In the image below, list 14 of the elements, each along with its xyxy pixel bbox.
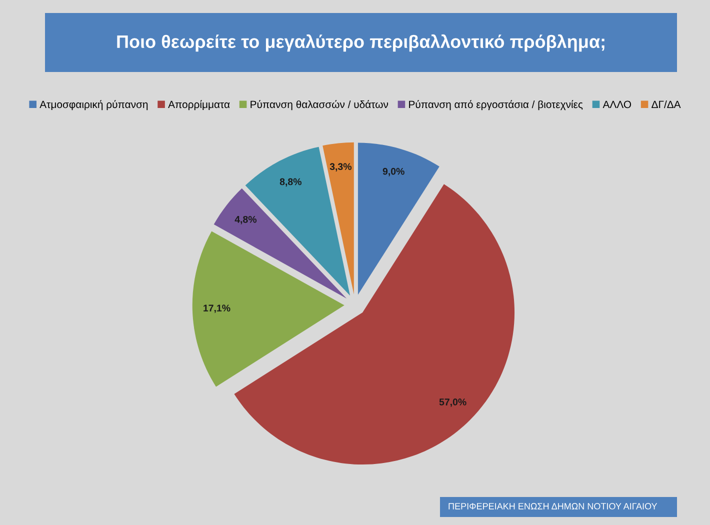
data-label: 57,0% <box>439 398 466 407</box>
data-label: 4,8% <box>234 216 257 224</box>
data-label: 9,0% <box>382 168 404 176</box>
data-label: 3,3% <box>330 163 352 172</box>
legend-label: Ρύπανση θαλασσών / υδάτων <box>250 100 388 110</box>
data-label: 17,1% <box>204 304 230 313</box>
legend-label: ΔΓ/ΔΑ <box>652 100 681 108</box>
data-label: 8,8% <box>280 178 302 187</box>
legend-label: Απορρίμματα <box>168 100 230 110</box>
legend-label: Ρύπανση από εργοστάσια / βιοτεχνίες <box>409 100 583 110</box>
text: ΠΕΡΙΦΕΡΕΙΑΚΗ ΕΝΩΣΗ ΔΗΜΩΝ ΝΟΤΙΟΥ ΑΙΓΑΙΟΥ <box>448 503 658 510</box>
legend-label: ΑΛΛΟ <box>602 100 632 108</box>
legend-label: Ατμοσφαιρική ρύπανση <box>40 100 148 110</box>
chart-title: Ποιο θεωρείτε το μεγαλύτερο περιβαλλοντικό πρόβλημα; <box>117 34 604 52</box>
